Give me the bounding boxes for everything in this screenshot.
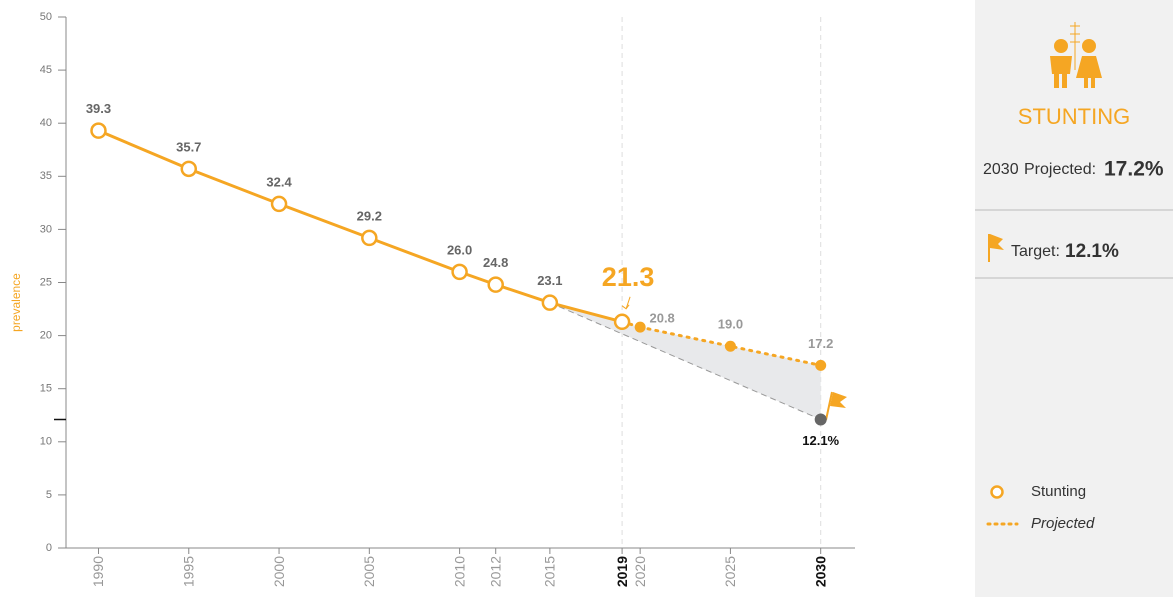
y-tick-label: 20 [40,330,52,342]
children-icon [1050,22,1102,88]
y-tick-label: 30 [40,223,52,235]
data-point [451,263,468,281]
data-point [634,321,646,333]
panel-target-value: 12.1% [1065,241,1119,262]
y-tick-label: 35 [40,170,52,182]
data-label: 32.4 [266,174,292,189]
panel-projected-year: 2030 [983,161,1019,178]
data-point [180,160,198,178]
x-tick-label: 2019 [614,556,630,587]
series-line [96,129,624,324]
target-line [549,302,821,420]
data-point [815,359,827,371]
current-arrow [621,296,631,310]
data-point [487,276,504,293]
data-label: 17.2 [808,336,833,351]
y-tick-label: 50 [40,11,52,23]
y-tick-label: 25 [40,276,52,288]
x-tick-label: 1990 [90,556,106,587]
legend-label: Projected [1031,515,1095,532]
data-label: 20.8 [649,311,674,326]
data-point [90,122,107,139]
data-point [541,294,559,311]
x-tick-label: 2012 [487,556,503,587]
data-label: 29.2 [357,208,382,223]
data-label: 39.3 [86,101,111,116]
data-label-current: 21.3 [602,262,655,292]
x-tick-label: 2005 [361,556,377,587]
y-tick-label: 10 [40,436,52,448]
legend-marker [990,485,1004,499]
x-tick-label: 2030 [812,556,828,587]
y-tick-label: 45 [40,64,52,76]
panel-projected-value: 17.2% [1104,158,1164,181]
flag-icon [825,391,847,421]
x-tick-label: 2000 [271,556,287,587]
x-tick-label: 2025 [722,556,738,587]
data-point [613,313,631,331]
data-point [270,195,288,213]
x-tick-label: 2015 [542,556,558,587]
x-tick-label: 2020 [632,556,648,587]
data-label: 23.1 [537,273,562,288]
y-tick-label: 5 [46,489,52,501]
side-panel [975,0,1173,597]
x-tick-label: 2010 [451,556,467,587]
panel-target-label: Target: [1011,243,1060,260]
y-tick-label: 40 [40,117,52,129]
data-label: 26.0 [447,242,472,257]
x-tick-label: 1995 [180,556,196,587]
legend-label: Stunting [1031,483,1086,500]
y-tick-label: 0 [46,542,52,554]
y-tick-label: 15 [40,383,52,395]
flag-icon [988,234,1004,262]
panel-title: STUNTING [1018,104,1130,129]
target-label: 12.1% [802,433,839,448]
y-axis-label: prevalence [9,273,23,332]
data-point [361,229,378,247]
series-line [638,325,823,367]
data-label: 35.7 [176,139,201,154]
data-point [724,340,736,352]
data-label: 24.8 [483,255,508,270]
data-label: 19.0 [718,317,743,332]
target-point [814,413,827,426]
panel-projected-label: Projected: [1024,161,1096,178]
